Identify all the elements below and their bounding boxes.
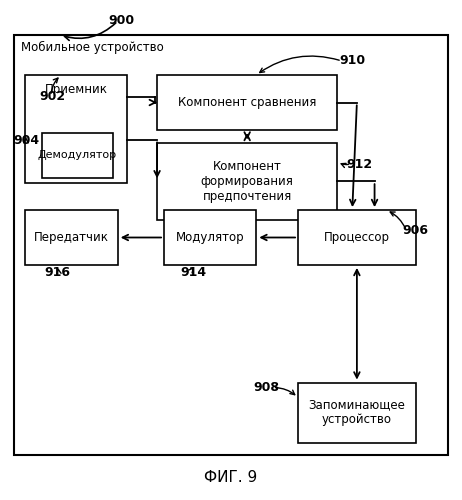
Text: 914: 914 — [180, 266, 207, 279]
Text: Модулятор: Модулятор — [176, 231, 244, 244]
Text: Компонент
формирования
предпочтения: Компонент формирования предпочтения — [201, 160, 294, 202]
Bar — [164, 210, 256, 265]
Text: Приемник: Приемник — [45, 84, 108, 96]
Text: 902: 902 — [39, 90, 66, 102]
Bar — [42, 132, 113, 178]
Text: Процессор: Процессор — [324, 231, 390, 244]
Text: 912: 912 — [346, 158, 373, 170]
Bar — [298, 210, 416, 265]
Text: Компонент сравнения: Компонент сравнения — [178, 96, 316, 109]
Text: ФИГ. 9: ФИГ. 9 — [204, 470, 258, 485]
Text: Мобильное устройство: Мобильное устройство — [21, 41, 164, 54]
Text: 906: 906 — [402, 224, 428, 237]
Text: Передатчик: Передатчик — [34, 231, 109, 244]
Text: Демодулятор: Демодулятор — [38, 150, 117, 160]
Bar — [298, 382, 416, 442]
Text: 910: 910 — [340, 54, 366, 68]
Text: 900: 900 — [109, 14, 135, 28]
Text: Запоминающее
устройство: Запоминающее устройство — [309, 398, 405, 426]
Bar — [25, 75, 127, 182]
Bar — [25, 210, 118, 265]
Bar — [14, 35, 448, 455]
Text: 916: 916 — [44, 266, 70, 279]
Bar — [157, 142, 337, 220]
Bar — [157, 75, 337, 130]
Text: 908: 908 — [253, 381, 279, 394]
Text: 904: 904 — [14, 134, 40, 146]
